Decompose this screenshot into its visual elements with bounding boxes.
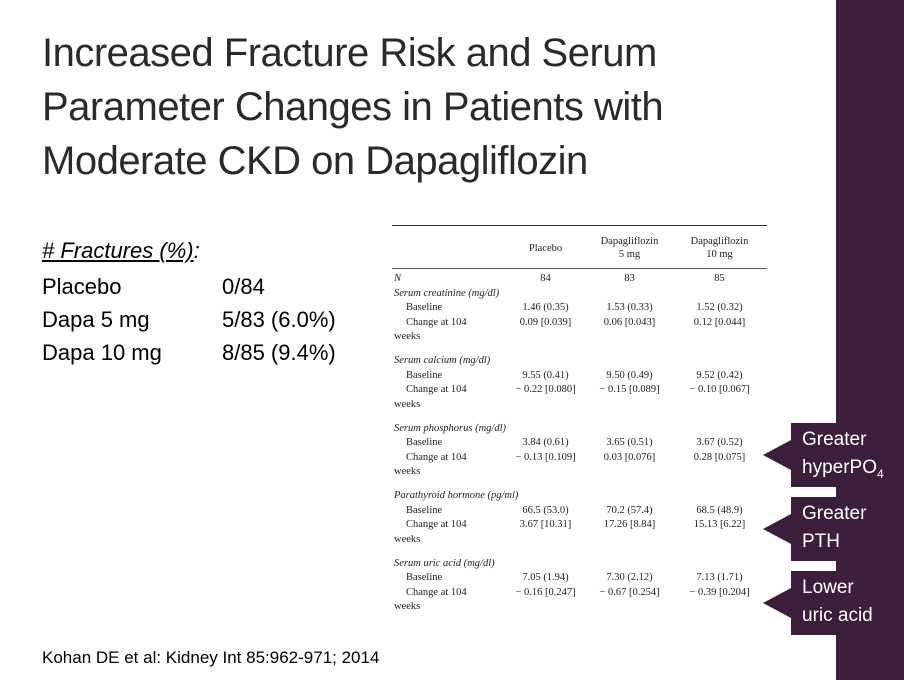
section-label: Serum uric acid (mg/dl) <box>394 557 495 569</box>
slide-title: Increased Fracture Risk and Serum Parame… <box>42 31 664 183</box>
section-label: Serum calcium (mg/dl) <box>394 355 491 366</box>
citation: Kohan DE et al: Kidney Int 85:962-971; 2… <box>42 648 380 667</box>
table-row: Change at 104 0.09 [0.039] 0.06 [0.043] 0.1… <box>406 316 746 328</box>
table-header: Placebo Dapagliflozin 5 mg Dapagliflozin 1… <box>392 228 767 269</box>
callout-hyperphosphatemia: Greater hyperPO4 <box>763 423 904 487</box>
fracture-row: Dapa 10 mg 8/85 (9.4%) <box>42 340 336 365</box>
table-row: Baseline 3.84 (0.61) 3.65 (0.51) 3.67 (0.52… <box>406 437 743 448</box>
table-section: Serum creatinine (mg/dl) Baseline 1.46 (0.… <box>392 287 767 345</box>
section-label: Serum creatinine (mg/dl) <box>394 287 500 299</box>
fracture-row: Dapa 5 mg 5/83 (6.0%) <box>42 307 336 332</box>
fracture-row: Placebo 0/84 <box>42 274 265 299</box>
fracture-heading: # Fractures (%): <box>42 238 200 263</box>
section-label: Serum phosphorus (mg/dl) <box>394 422 506 434</box>
row-label-continuation: weeks <box>394 533 421 545</box>
row-label-continuation: weeks <box>394 466 421 477</box>
table-row: Baseline 7.05 (1.94) 7.30 (2.12) 7.13 (1.71… <box>406 572 743 583</box>
table-section: Serum uric acid (mg/dl) Baseline 7.05 (1.9… <box>392 557 767 615</box>
table-row: Baseline 66.5 (53.0) 70.2 (57.4) 68.5 (48.9… <box>406 504 743 516</box>
table-section: Serum phosphorus (mg/dl) Baseline 3.84 (0.… <box>392 422 767 480</box>
fracture-summary: # Fractures (%): Placebo 0/84 Dapa 5 mg 5/… <box>42 238 336 369</box>
table-section: Serum calcium (mg/dl) Baseline 9.55 (0.41)… <box>392 354 767 412</box>
table-row: Change at 104− 0.16 [0.247] − 0.67 [0.254… <box>406 586 750 598</box>
table-row: Baseline 9.55 (0.41) 9.50 (0.49) 9.52 (0.42… <box>406 369 743 381</box>
table-row: Change at 104 3.67 [10.31] 17.26 [8.84] 15.… <box>406 519 746 530</box>
left-arrow-icon <box>763 588 791 618</box>
left-arrow-icon <box>763 514 791 544</box>
row-label-continuation: weeks <box>394 601 421 612</box>
table-row: Change at 104− 0.13 [0.109] 0.03 [0.076] 0… <box>406 451 746 463</box>
row-label-continuation: weeks <box>394 331 421 342</box>
table-row: Change at 104− 0.22 [0.080] − 0.15 [0.089… <box>406 384 750 395</box>
section-label: Parathyroid hormone (pg/ml) <box>394 490 519 501</box>
left-arrow-icon <box>763 440 791 470</box>
table-row: Baseline 1.46 (0.35) 1.53 (0.33) 1.52 (0.32… <box>406 302 743 313</box>
sidebar-accent-bar <box>836 0 904 680</box>
callout-uric-acid: Lower uric acid <box>763 571 904 635</box>
callout-pth: Greater PTH <box>763 497 904 561</box>
table-row: N 84 83 85 <box>394 273 725 284</box>
table-section: Parathyroid hormone (pg/ml) Baseline 66.5 … <box>392 489 767 547</box>
row-label-continuation: weeks <box>394 398 421 410</box>
serum-parameters-table: Placebo Dapagliflozin 5 mg Dapagliflozin 1… <box>392 225 767 614</box>
